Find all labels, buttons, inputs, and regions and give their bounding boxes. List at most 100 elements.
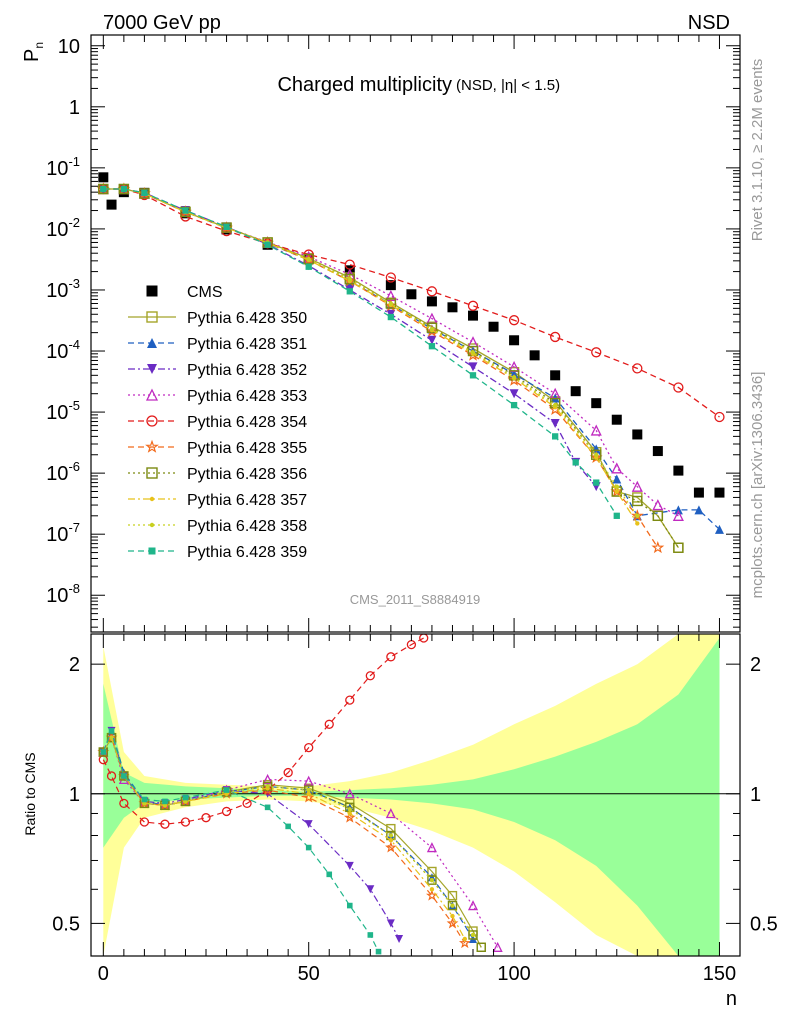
- y-tick-label: 10-6: [46, 459, 80, 485]
- series-pythia-358: [101, 186, 640, 519]
- ratio-y-tick-label-right: 2: [750, 654, 761, 676]
- legend-marker: [147, 364, 157, 374]
- data-point: [509, 389, 519, 399]
- data-point: [467, 336, 479, 348]
- legend-label: Pythia 6.428 359: [187, 544, 307, 561]
- data-point: [429, 326, 435, 332]
- data-point: [693, 487, 704, 498]
- data-point: [550, 331, 561, 343]
- ratio-y-tick-label-right: 1: [750, 784, 761, 806]
- legend-marker: [149, 496, 155, 502]
- legend-marker: [147, 338, 157, 348]
- series-line: [103, 188, 597, 488]
- side-label-top: Rivet 3.1.10, ≥ 2.2M events: [749, 59, 766, 242]
- data-point: [508, 315, 520, 326]
- ratio-point: [265, 784, 270, 789]
- data-point: [529, 350, 540, 361]
- ratio-point: [468, 930, 478, 940]
- data-point: [221, 222, 232, 233]
- ratio-point: [388, 838, 394, 843]
- y-tick-label: 10: [58, 36, 80, 58]
- ratio-point: [458, 936, 471, 949]
- ratio-point: [429, 887, 435, 892]
- ratio-point: [450, 913, 455, 919]
- ratio-point: [427, 875, 437, 885]
- data-point: [488, 321, 499, 332]
- legend-entry: Pythia 6.428 351: [128, 336, 307, 353]
- data-point: [550, 419, 560, 429]
- series-line: [103, 188, 720, 418]
- ratio-point: [375, 948, 382, 955]
- legend-entry: Pythia 6.428 352: [128, 362, 307, 379]
- data-point: [387, 313, 395, 321]
- data-point: [651, 540, 665, 554]
- ratio-point: [106, 771, 117, 781]
- data-point: [509, 335, 520, 346]
- legend-marker: [146, 285, 158, 297]
- data-point: [106, 199, 117, 210]
- ratio-point: [100, 749, 107, 755]
- data-point: [672, 509, 684, 521]
- watermark: CMS_2011_S8884919: [350, 592, 481, 607]
- data-point: [614, 484, 619, 489]
- ratio-point: [324, 719, 334, 729]
- data-point: [406, 289, 417, 300]
- ratio-point: [106, 732, 117, 743]
- y-tick-label: 10-3: [46, 276, 80, 302]
- legend-entry: Pythia 6.428 358: [128, 518, 307, 535]
- ratio-point: [447, 890, 458, 901]
- data-point: [572, 459, 579, 466]
- legend-label: CMS: [187, 284, 223, 301]
- data-point: [673, 465, 684, 476]
- legend-label: Pythia 6.428 352: [187, 362, 307, 379]
- ratio-point: [476, 942, 486, 953]
- ratio-point: [365, 671, 375, 681]
- data-point: [631, 480, 643, 492]
- ratio-point: [180, 817, 191, 827]
- data-point: [652, 499, 664, 511]
- data-point: [552, 433, 559, 440]
- x-tick-label: 0: [98, 963, 109, 985]
- legend-marker: [148, 547, 156, 555]
- ratio-series-layer: [97, 634, 503, 955]
- y-axis-label-ratio: Ratio to CMS: [22, 752, 38, 835]
- ratio-point: [343, 811, 356, 823]
- ratio-point: [141, 796, 148, 803]
- main-series-layer: [96, 172, 725, 554]
- ratio-point: [344, 788, 355, 799]
- legend-entry: Pythia 6.428 359: [128, 544, 307, 561]
- ratio-point: [346, 902, 353, 909]
- series-line: [103, 188, 638, 517]
- ratio-point: [470, 932, 476, 938]
- data-point: [223, 223, 230, 231]
- data-point: [632, 495, 643, 507]
- data-point: [552, 402, 558, 408]
- ratio-y-tick-label-right: 0.5: [750, 913, 778, 935]
- legend-marker: [149, 522, 155, 528]
- data-point: [635, 513, 640, 519]
- ratio-series-pythia-351: [99, 726, 478, 943]
- legend: CMS Pythia 6.428 350 Pythia 6.428 351 Pythi…: [128, 284, 307, 561]
- ratio-point: [283, 767, 293, 778]
- ratio-point: [326, 871, 333, 878]
- ratio-point: [201, 813, 211, 823]
- legend-label: Pythia 6.428 358: [187, 518, 307, 535]
- data-point: [652, 446, 663, 457]
- ratio-point: [304, 820, 313, 829]
- data-point: [467, 300, 479, 311]
- inner-uncertainty-band: [103, 638, 720, 956]
- ratio-point: [162, 803, 168, 808]
- legend-marker: [145, 439, 159, 453]
- data-point: [570, 386, 581, 397]
- y-tick-label: 10-7: [46, 520, 80, 546]
- series-line: [103, 188, 638, 524]
- ratio-point: [160, 819, 170, 829]
- data-point: [611, 414, 622, 425]
- ratio-point: [182, 794, 189, 801]
- x-tick-label: 50: [298, 963, 320, 985]
- ratio-point: [388, 833, 394, 838]
- ratio-point: [121, 773, 127, 779]
- legend-entry: Pythia 6.428 355: [128, 439, 307, 457]
- ratio-line: [102, 728, 380, 952]
